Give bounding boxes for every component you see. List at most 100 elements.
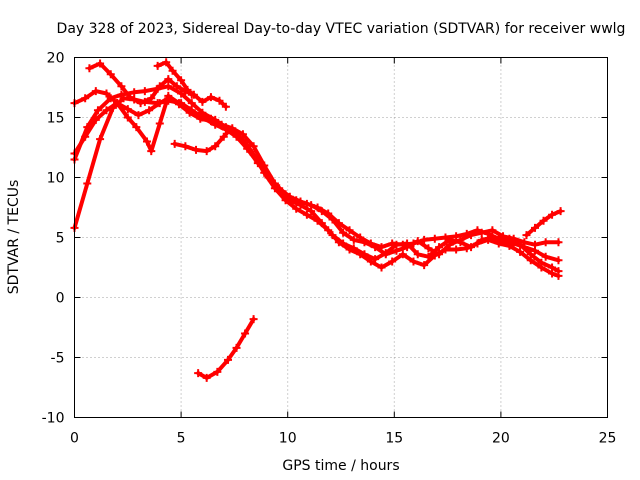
- data-point: [238, 136, 247, 145]
- data-point: [526, 256, 535, 265]
- series-line-track-4: [72, 96, 561, 278]
- data-point: [398, 250, 407, 259]
- data-point: [187, 90, 196, 99]
- data-point: [187, 99, 196, 108]
- data-point: [241, 329, 250, 338]
- data-point: [520, 238, 529, 247]
- data-point: [260, 168, 269, 177]
- data-point: [531, 223, 540, 232]
- data-point: [123, 105, 132, 114]
- data-point: [488, 226, 497, 235]
- data-point: [345, 245, 354, 254]
- data-point: [221, 102, 230, 111]
- data-point: [424, 244, 433, 253]
- data-point: [554, 271, 563, 280]
- data-point: [541, 238, 550, 247]
- data-point: [140, 87, 149, 96]
- data-point: [155, 119, 164, 128]
- data-point: [155, 99, 164, 108]
- data-point: [217, 121, 226, 130]
- data-point: [302, 210, 311, 219]
- data-point: [142, 137, 151, 146]
- data-point: [215, 96, 224, 105]
- data-point: [366, 257, 375, 266]
- data-point: [313, 203, 322, 212]
- data-point: [181, 142, 190, 151]
- data-point: [96, 135, 105, 144]
- data-point: [473, 239, 482, 248]
- x-tick-label: 15: [385, 431, 403, 447]
- data-point: [381, 250, 390, 259]
- data-point: [198, 97, 207, 106]
- data-point: [117, 82, 126, 91]
- data-point: [249, 150, 258, 159]
- data-point: [388, 257, 397, 266]
- data-point: [192, 145, 201, 154]
- data-point: [168, 66, 177, 75]
- data-point: [541, 252, 550, 261]
- data-point: [153, 61, 162, 70]
- data-point: [409, 239, 418, 248]
- y-tick-label: 0: [56, 291, 65, 307]
- x-tick-label: 0: [70, 431, 79, 447]
- data-point: [202, 147, 211, 156]
- chart-title: Day 328 of 2023, Sidereal Day-to-day VTE…: [57, 21, 626, 37]
- data-point: [484, 235, 493, 244]
- data-point: [537, 263, 546, 272]
- data-point: [102, 106, 111, 115]
- x-tick-label: 10: [279, 431, 297, 447]
- data-point: [123, 113, 132, 122]
- y-tick-label: -5: [51, 351, 65, 367]
- series-line-track-1: [72, 96, 561, 263]
- series-line-track-5: [87, 61, 228, 109]
- data-point: [366, 239, 375, 248]
- data-point: [147, 94, 156, 103]
- data-point: [102, 89, 111, 98]
- y-tick-label: 10: [47, 171, 65, 187]
- series-line-track-3: [72, 89, 561, 274]
- data-point: [356, 233, 365, 242]
- data-point: [452, 232, 461, 241]
- data-point: [554, 256, 563, 265]
- data-point: [125, 93, 134, 102]
- data-point: [164, 82, 173, 91]
- axis-ticks: 0 5 10 15 20 25 -10 -5 0 5 10 15 20: [42, 51, 617, 447]
- data-point: [81, 132, 90, 141]
- data-point: [211, 142, 220, 151]
- data-point: [554, 238, 563, 247]
- data-point: [531, 240, 540, 249]
- data-point: [136, 99, 145, 108]
- data-point: [334, 219, 343, 228]
- x-tick-label: 5: [177, 431, 186, 447]
- data-point: [219, 132, 228, 141]
- data-point: [224, 355, 233, 364]
- data-point: [420, 261, 429, 270]
- data-point: [324, 226, 333, 235]
- x-tick-label: 20: [492, 431, 510, 447]
- data-point: [324, 209, 333, 218]
- data-point: [516, 247, 525, 256]
- data-point: [334, 238, 343, 247]
- data-point: [213, 367, 222, 376]
- plot-frame: [74, 57, 608, 418]
- data-point: [117, 90, 126, 99]
- data-point: [81, 94, 90, 103]
- data-point: [377, 243, 386, 252]
- data-point: [194, 369, 203, 378]
- data-point: [202, 373, 211, 382]
- data-point: [292, 204, 301, 213]
- data-point: [232, 343, 241, 352]
- data-point: [462, 229, 471, 238]
- data-point: [134, 111, 143, 120]
- data-point: [409, 257, 418, 266]
- data-point: [185, 108, 194, 117]
- data-point: [206, 117, 215, 126]
- data-point: [377, 263, 386, 272]
- y-tick-label: 20: [47, 51, 65, 67]
- data-point: [413, 250, 422, 259]
- data-point: [292, 196, 301, 205]
- data-point: [345, 226, 354, 235]
- data-point: [249, 315, 258, 324]
- data-point: [398, 240, 407, 249]
